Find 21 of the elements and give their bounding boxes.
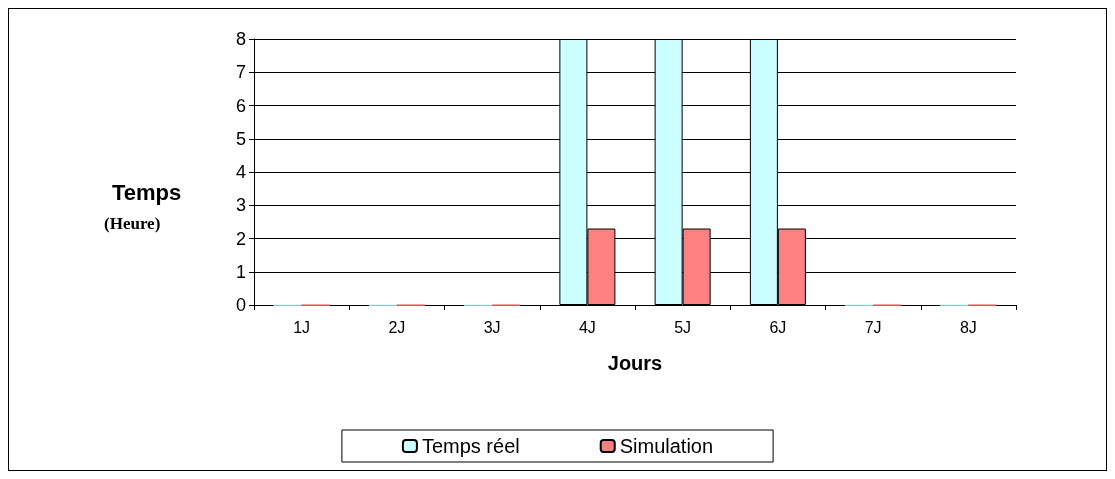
y-tick-label: 0 [235,295,246,315]
x-tick-label: 5J [674,318,692,336]
x-tick-label: 7J [864,318,882,336]
y-tick-label: 8 [235,29,246,49]
x-tick-label: 3J [483,318,501,336]
y-tick-label: 7 [235,62,246,83]
x-tick-label: 2J [388,318,406,336]
y-axis-title: Temps (Heure) [104,179,182,233]
y-tick-label: 6 [235,95,246,116]
legend-label: Temps réel [421,435,520,457]
x-tick-label: 8J [959,318,977,336]
y-tick-label: 4 [235,162,246,182]
y-tick-label: 2 [235,228,246,249]
y-tick-label: 3 [235,195,246,216]
x-tick-label: 1J [293,318,311,336]
x-tick-label: 4J [578,318,596,336]
x-tick-label: 6J [769,318,787,336]
y-tick-label: 1 [235,261,246,282]
y-tick-label: 5 [235,128,246,149]
x-axis-title: Jours [607,352,663,374]
legend-label: Simulation [619,435,714,457]
